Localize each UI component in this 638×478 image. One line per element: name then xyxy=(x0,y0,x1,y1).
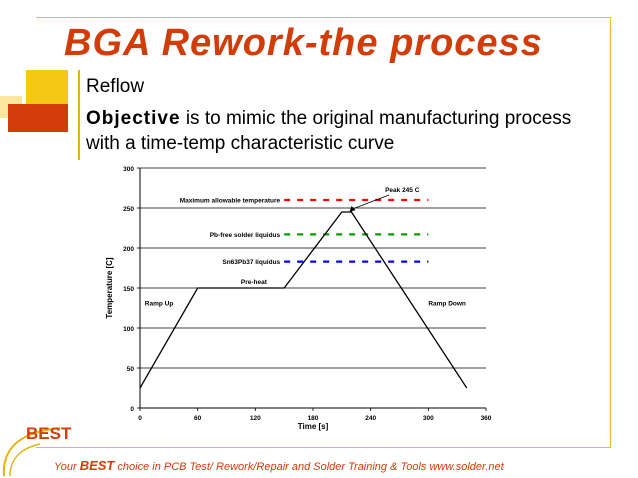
reference-line-label-1: Pb-free solder liquidus xyxy=(210,232,281,239)
footer-text: Your BEST choice in PCB Test/ Rework/Rep… xyxy=(54,458,504,473)
x-tick-label: 300 xyxy=(423,415,434,422)
footer-brand: BEST xyxy=(79,458,115,473)
y-tick-label: 0 xyxy=(130,406,134,413)
bullet-reflow: Reflow xyxy=(86,76,145,97)
reference-line-label-0: Maximum allowable temperature xyxy=(180,198,281,205)
x-axis-label: Time [s] xyxy=(298,422,329,431)
x-tick-label: 240 xyxy=(365,415,376,422)
bullet-objective: Objective is to mimic the original manuf… xyxy=(86,106,606,156)
annotation-1: Pre-heat xyxy=(241,279,268,286)
y-axis-label: Temperature [C] xyxy=(105,257,114,319)
series-line-0 xyxy=(139,211,468,389)
logo-swoosh xyxy=(2,427,61,477)
slide-title: BGA Rework-the process xyxy=(64,22,543,64)
annotation-arrow-line xyxy=(352,194,390,210)
decor-red-square xyxy=(8,104,68,132)
footer-post: choice in PCB Test/ Rework/Repair and So… xyxy=(114,461,504,473)
reference-line-label-2: Sn63Pb37 liquidus xyxy=(222,259,280,266)
y-tick-label: 100 xyxy=(123,326,134,333)
annotation-2: Ramp Up xyxy=(145,301,174,308)
annotation-3: Ramp Down xyxy=(428,301,466,308)
x-tick-label: 180 xyxy=(308,415,319,422)
frame-bottom-line xyxy=(36,447,611,448)
x-tick-label: 0 xyxy=(138,415,142,422)
annotation-arrow-head xyxy=(349,206,356,212)
footer-pre: Your xyxy=(54,461,80,473)
series-layer xyxy=(139,211,468,389)
x-tick-label: 60 xyxy=(194,415,202,422)
annotation-0: Peak 245 C xyxy=(385,187,420,194)
decor-yellow-square xyxy=(26,70,68,110)
y-tick-label: 300 xyxy=(123,166,134,173)
decor-vertical-line xyxy=(78,70,80,160)
frame-right-line xyxy=(610,17,611,447)
reference-lines-layer: Maximum allowable temperature Pb-free sol… xyxy=(180,198,429,266)
axis-layer: 0 50 100 150 200 250 300 0 60 120 180 240 300 360 xyxy=(123,166,492,422)
y-tick-label: 50 xyxy=(127,366,135,373)
x-tick-label: 120 xyxy=(250,415,261,422)
y-tick-label: 250 xyxy=(123,206,134,213)
x-tick-label: 360 xyxy=(481,415,492,422)
objective-keyword: Objective xyxy=(86,108,181,129)
frame-top-line xyxy=(36,17,611,18)
y-tick-label: 150 xyxy=(123,286,134,293)
reflow-profile-chart: Maximum allowable temperature Pb-free sol… xyxy=(105,166,492,431)
y-tick-label: 200 xyxy=(123,246,134,253)
objective-text: is to mimic the original manufacturing p… xyxy=(86,108,572,154)
logo-text: BEST xyxy=(26,424,72,443)
annotation-layer: Peak 245 C Pre-heat Ramp Up Ramp Down xyxy=(145,187,466,308)
